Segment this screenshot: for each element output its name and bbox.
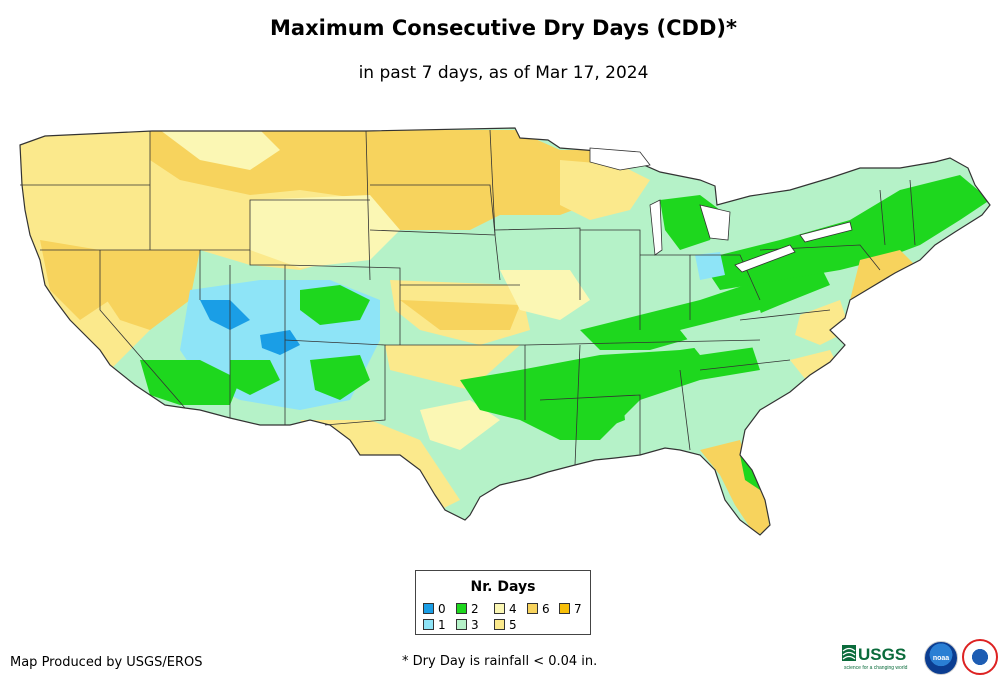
usgs-wordmark: USGS — [858, 645, 906, 664]
legend-swatch — [456, 603, 467, 614]
usgs-logo: USGS science for a changing world — [842, 645, 908, 671]
legend-swatch — [423, 603, 434, 614]
legend-swatch — [559, 603, 570, 614]
legend-swatch — [527, 603, 538, 614]
legend-swatch — [494, 619, 505, 630]
map-title: Maximum Consecutive Dry Days (CDD)* — [270, 16, 737, 40]
dry-day-footnote: * Dry Day is rainfall < 0.04 in. — [402, 654, 598, 669]
map-subtitle: in past 7 days, as of Mar 17, 2024 — [358, 63, 649, 83]
nws-logo — [962, 639, 998, 675]
legend-swatch — [494, 603, 505, 614]
legend-swatch — [423, 619, 434, 630]
legend-swatch — [456, 619, 467, 630]
map-credit: Map Produced by USGS/EROS — [10, 655, 203, 670]
noaa-logo: noaa — [924, 641, 958, 675]
legend: Nr. Days 0 1 2 3 4 5 6 7 — [415, 570, 591, 635]
noaa-wordmark: noaa — [933, 655, 949, 662]
usgs-tagline: science for a changing world — [844, 665, 908, 671]
legend-title: Nr. Days — [470, 579, 536, 595]
